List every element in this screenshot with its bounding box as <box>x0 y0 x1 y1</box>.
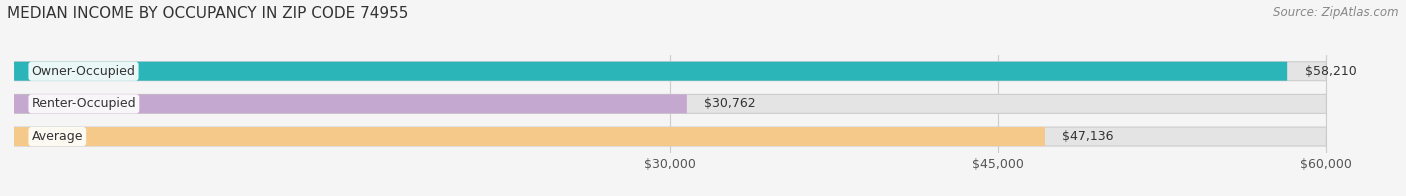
FancyBboxPatch shape <box>14 94 688 113</box>
Text: MEDIAN INCOME BY OCCUPANCY IN ZIP CODE 74955: MEDIAN INCOME BY OCCUPANCY IN ZIP CODE 7… <box>7 6 408 21</box>
Text: Source: ZipAtlas.com: Source: ZipAtlas.com <box>1274 6 1399 19</box>
Text: $47,136: $47,136 <box>1063 130 1114 143</box>
Text: $58,210: $58,210 <box>1305 65 1357 78</box>
Text: $30,762: $30,762 <box>704 97 756 110</box>
Text: Owner-Occupied: Owner-Occupied <box>31 65 135 78</box>
FancyBboxPatch shape <box>14 62 1326 81</box>
Text: Renter-Occupied: Renter-Occupied <box>31 97 136 110</box>
FancyBboxPatch shape <box>14 127 1326 146</box>
FancyBboxPatch shape <box>14 62 1286 81</box>
Text: Average: Average <box>31 130 83 143</box>
FancyBboxPatch shape <box>14 127 1045 146</box>
FancyBboxPatch shape <box>14 94 1326 113</box>
